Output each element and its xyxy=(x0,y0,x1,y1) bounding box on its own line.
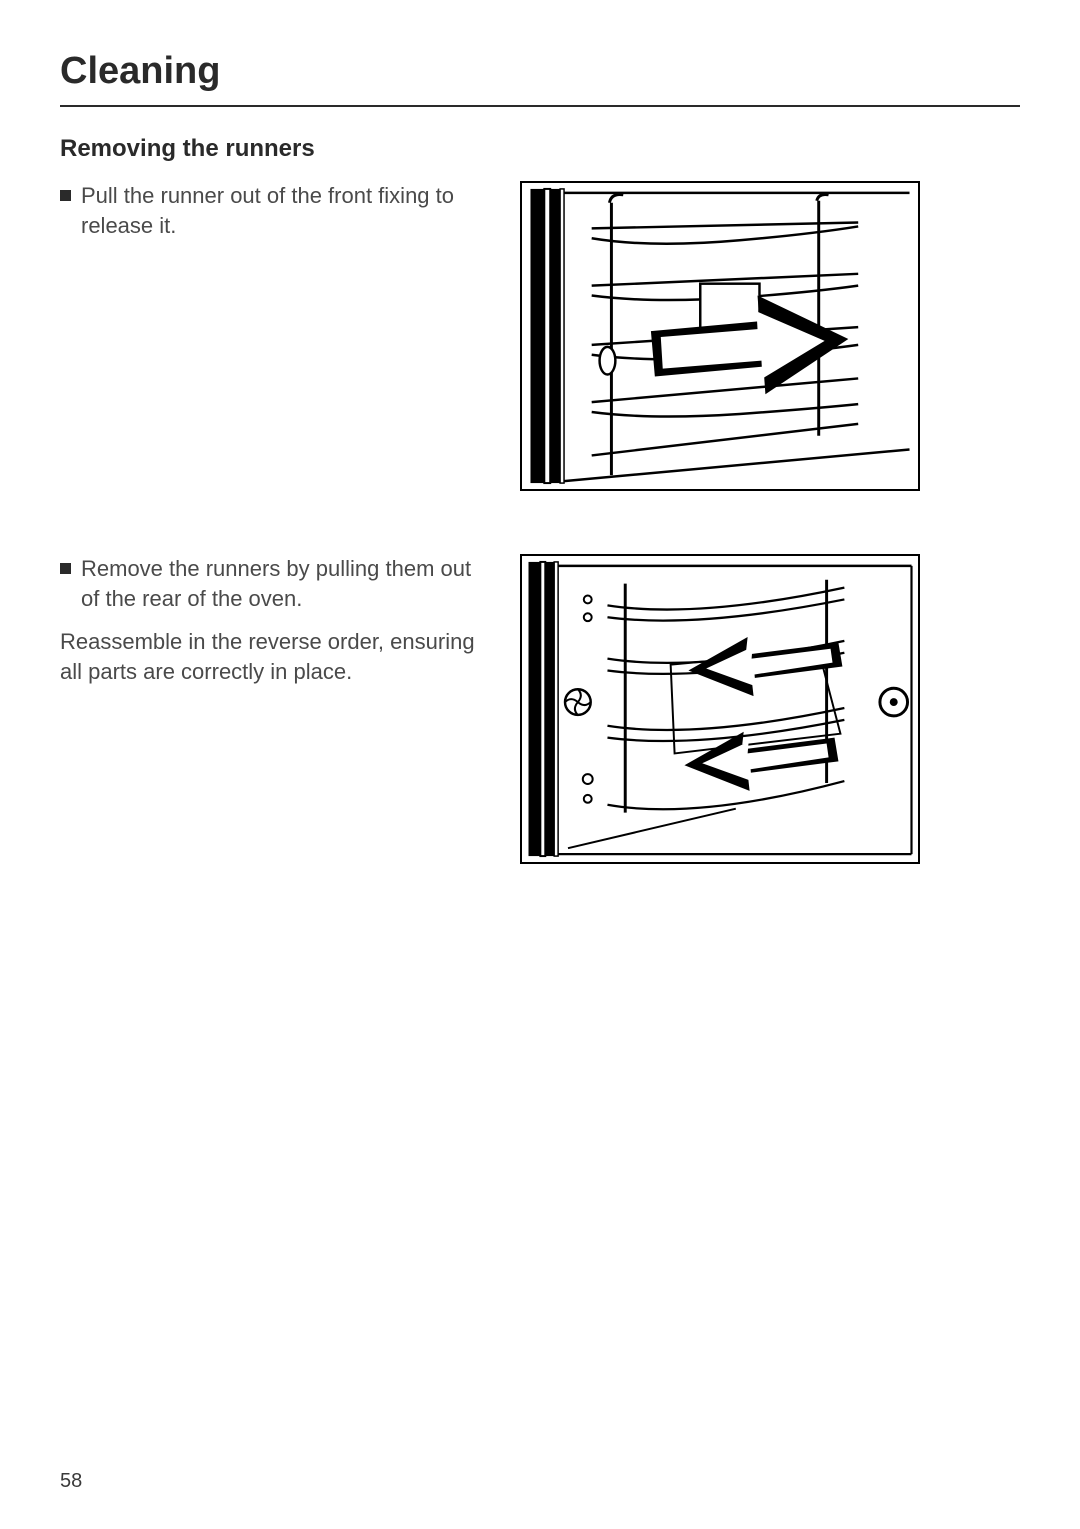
page-number: 58 xyxy=(60,1470,82,1493)
figure-1-container xyxy=(520,181,920,496)
section-title: Removing the runners xyxy=(60,135,1020,163)
page-title: Cleaning xyxy=(60,50,1020,107)
figure-2-container xyxy=(520,554,920,869)
bullet-icon xyxy=(60,190,71,201)
step-2-text: Remove the runners by pulling them out o… xyxy=(81,554,490,613)
figure-2 xyxy=(520,554,920,864)
text-col-2: Remove the runners by pulling them out o… xyxy=(60,554,490,687)
row-step-2: Remove the runners by pulling them out o… xyxy=(60,554,1020,869)
step-1: Pull the runner out of the front fixing … xyxy=(60,181,490,240)
step-1-text: Pull the runner out of the front fixing … xyxy=(81,181,490,240)
row-step-1: Pull the runner out of the front fixing … xyxy=(60,181,1020,496)
figure-1 xyxy=(520,181,920,491)
step-2: Remove the runners by pulling them out o… xyxy=(60,554,490,613)
text-col-1: Pull the runner out of the front fixing … xyxy=(60,181,490,254)
bullet-icon xyxy=(60,563,71,574)
reassemble-text: Reassemble in the reverse order, ensurin… xyxy=(60,627,490,686)
